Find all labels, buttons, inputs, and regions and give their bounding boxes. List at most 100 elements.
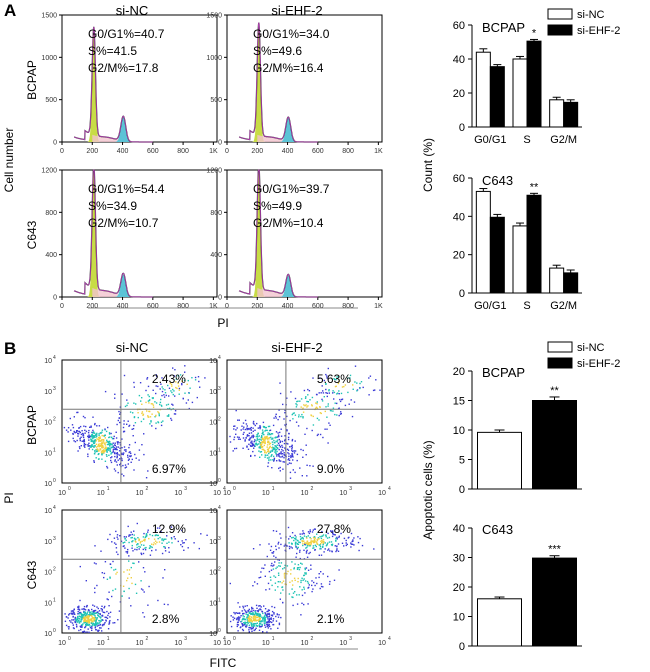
scatter-x-tick-exp: 1: [107, 636, 110, 642]
scatter-dot: [154, 401, 156, 403]
scatter-dot: [313, 541, 316, 544]
scatter-dot: [316, 401, 318, 403]
scatter-dot: [341, 386, 344, 388]
scatter-dot: [163, 394, 165, 396]
panel-label-a: A: [4, 1, 16, 20]
scatter-dot: [297, 400, 299, 402]
scatter-dot: [321, 385, 323, 387]
scatter-dot: [256, 438, 258, 440]
scatter-dot: [161, 538, 163, 540]
scatter-dot: [264, 622, 266, 624]
scatter-dot: [296, 567, 299, 569]
scatter-dot: [128, 587, 130, 590]
scatter-dot: [284, 435, 286, 437]
scatter-dot: [110, 461, 113, 464]
scatter-dot: [63, 426, 66, 429]
scatter-dot: [359, 387, 361, 390]
scatter-dot: [90, 426, 92, 428]
scatter-dot: [176, 387, 178, 390]
scatter-dot: [122, 545, 124, 548]
scatter-dot: [160, 383, 162, 385]
scatter-dot: [259, 626, 261, 628]
scatter-dot: [246, 624, 248, 626]
scatter-dot: [100, 619, 103, 621]
scatter-dot: [240, 429, 242, 431]
scatter-dot: [67, 431, 69, 433]
scatter-dot: [290, 445, 293, 448]
scatter-dot: [83, 611, 85, 614]
scatter-dot: [94, 609, 97, 612]
scatter-dot: [204, 377, 206, 379]
scatter-dot: [258, 609, 260, 611]
scatter-dot: [115, 437, 118, 439]
scatter-dot: [153, 542, 155, 544]
scatter-dot: [86, 616, 89, 618]
scatter-dot: [351, 540, 353, 543]
scatter-dot: [155, 374, 157, 376]
scatter-x-tick-label: 10: [339, 640, 347, 647]
scatter-dot: [96, 606, 98, 608]
scatter-dot: [305, 444, 307, 446]
scatter-dot: [130, 577, 132, 579]
scatter-dot: [235, 447, 238, 450]
scatter-dot: [116, 457, 118, 459]
scatter-dot: [294, 563, 296, 565]
scatter-dot: [319, 544, 321, 546]
legend-label-sinc-b: si-NC: [577, 342, 605, 354]
scatter-dot: [84, 618, 86, 621]
scatter-dot: [133, 424, 135, 427]
scatter-dot: [122, 464, 124, 467]
scatter-dot: [278, 455, 280, 457]
scatter-dot: [121, 458, 123, 460]
scatter-dot: [262, 619, 264, 622]
scatter-dot: [254, 454, 256, 457]
scatter-dot: [269, 625, 271, 628]
scatter-dot: [183, 549, 185, 551]
scatter-dot: [132, 540, 134, 542]
scatter-x-tick-exp: 4: [223, 636, 226, 642]
scatter-dot: [83, 610, 85, 613]
scatter-dot: [131, 536, 133, 539]
scatter-dot: [268, 452, 270, 455]
scatter-dot: [291, 547, 293, 549]
scatter-dot: [279, 431, 281, 434]
scatter-dot: [286, 415, 288, 418]
scatter-dot: [102, 451, 105, 453]
scatter-dot: [288, 433, 290, 435]
scatter-dot: [277, 418, 279, 421]
scatter-dot: [296, 548, 298, 550]
scatter-dot: [73, 440, 75, 442]
scatter-dot: [93, 453, 96, 455]
scatter-dot: [273, 460, 275, 462]
scatter-dot: [125, 539, 127, 541]
scatter-dot: [316, 538, 319, 541]
scatter-dot: [272, 530, 275, 532]
scatter-dot: [316, 407, 319, 409]
scatter-dot: [253, 609, 255, 612]
scatter-dot: [283, 577, 286, 579]
scatter-dot: [177, 540, 179, 543]
scatter-dot: [254, 620, 256, 622]
scatter-dot: [108, 623, 110, 625]
scatter-dot: [194, 376, 197, 379]
scatter-dot: [105, 454, 108, 456]
scatter-dot: [136, 543, 139, 545]
scatter-dot: [98, 440, 100, 443]
bar-category-label: G0/G1: [474, 134, 506, 146]
scatter-dot: [107, 538, 109, 541]
scatter-dot: [272, 424, 275, 427]
scatter-dot: [345, 539, 347, 542]
scatter-dot: [97, 614, 99, 617]
scatter-dot: [291, 532, 294, 534]
scatter-dot: [80, 436, 82, 438]
scatter-dot: [250, 619, 252, 621]
scatter-dot: [79, 615, 81, 618]
scatter-dot: [317, 433, 319, 436]
scatter-dot: [252, 613, 254, 616]
scatter-dot: [112, 445, 114, 447]
scatter-dot: [144, 540, 146, 542]
scatter-dot: [175, 378, 178, 380]
scatter-dot: [270, 617, 272, 619]
scatter-dot: [74, 613, 76, 615]
